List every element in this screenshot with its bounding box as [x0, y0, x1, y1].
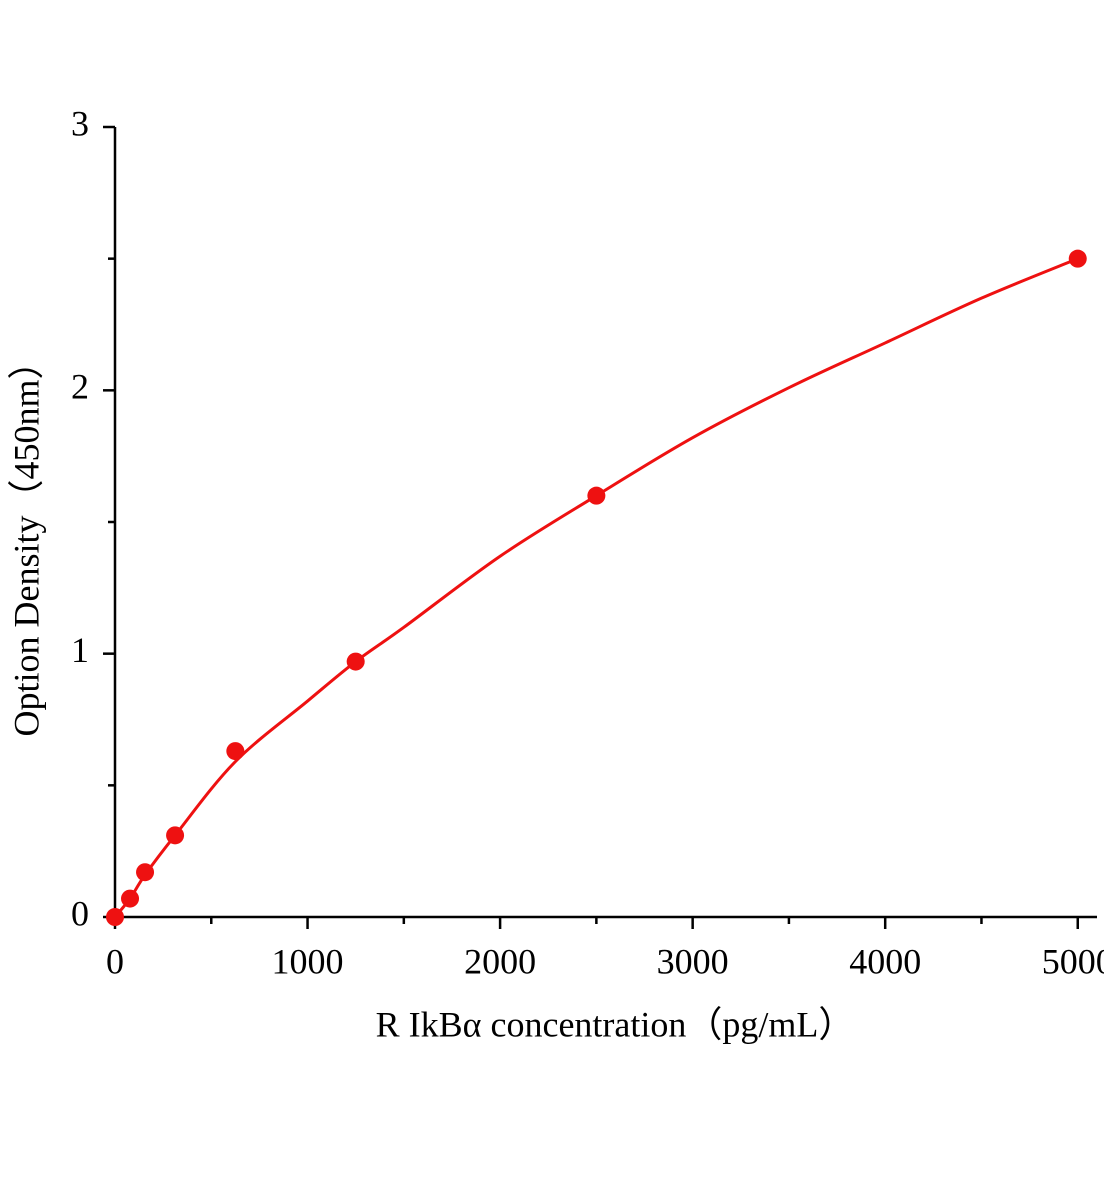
y-tick-label: 1: [71, 630, 89, 670]
data-point: [121, 889, 140, 908]
y-tick-label: 0: [71, 893, 89, 933]
data-point: [587, 486, 606, 505]
x-tick-label: 4000: [849, 941, 921, 981]
data-point: [1068, 249, 1087, 268]
y-tick-label: 3: [71, 103, 89, 143]
x-tick-label: 1000: [272, 941, 344, 981]
fit-curve: [113, 257, 1079, 918]
data-point: [346, 652, 365, 671]
data-point: [136, 863, 155, 882]
y-tick-label: 2: [71, 367, 89, 407]
data-point: [106, 908, 124, 926]
data-point: [166, 826, 185, 845]
x-axis-title: R IkBα concentration（pg/mL）: [376, 1004, 855, 1044]
x-tick-label: 3000: [657, 941, 729, 981]
y-axis-title: Option Density（450nm）: [6, 344, 46, 737]
x-tick-label: 2000: [464, 941, 536, 981]
x-tick-label: 0: [106, 941, 124, 981]
data-point: [226, 742, 245, 761]
